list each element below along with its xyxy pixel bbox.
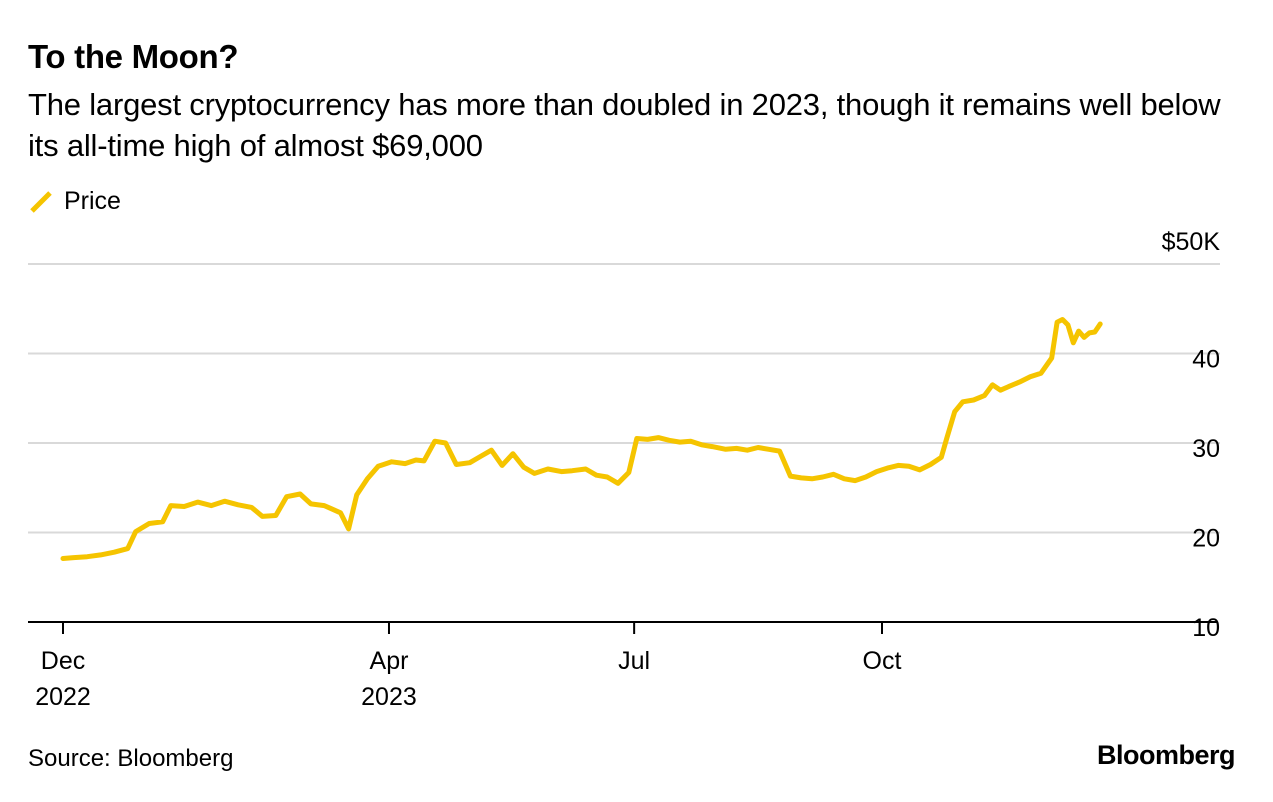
x-tick-year-label: 2023 xyxy=(361,683,417,711)
y-tick-label: 30 xyxy=(1192,435,1220,463)
y-tick-label: 10 xyxy=(1192,614,1220,642)
x-tick-label: Apr xyxy=(370,647,409,675)
y-tick-label: 40 xyxy=(1192,346,1220,374)
legend: Price xyxy=(28,187,121,216)
legend-label: Price xyxy=(64,187,121,215)
x-tick-label: Oct xyxy=(863,647,902,675)
chart-subtitle: The largest cryptocurrency has more than… xyxy=(28,87,1221,163)
x-tick-year-label: 2022 xyxy=(35,683,91,711)
x-tick-label: Jul xyxy=(618,647,650,675)
line-swatch-icon xyxy=(30,190,52,213)
x-tick-label: Dec xyxy=(41,647,85,675)
brand-logo: Bloomberg xyxy=(1096,740,1236,770)
chart-title: To the Moon? xyxy=(28,38,239,75)
y-tick-label: 20 xyxy=(1192,525,1220,553)
source-note: Source: Bloomberg xyxy=(28,745,234,772)
price-series-line xyxy=(60,317,1103,561)
y-tick-label: $50K xyxy=(1162,228,1221,256)
